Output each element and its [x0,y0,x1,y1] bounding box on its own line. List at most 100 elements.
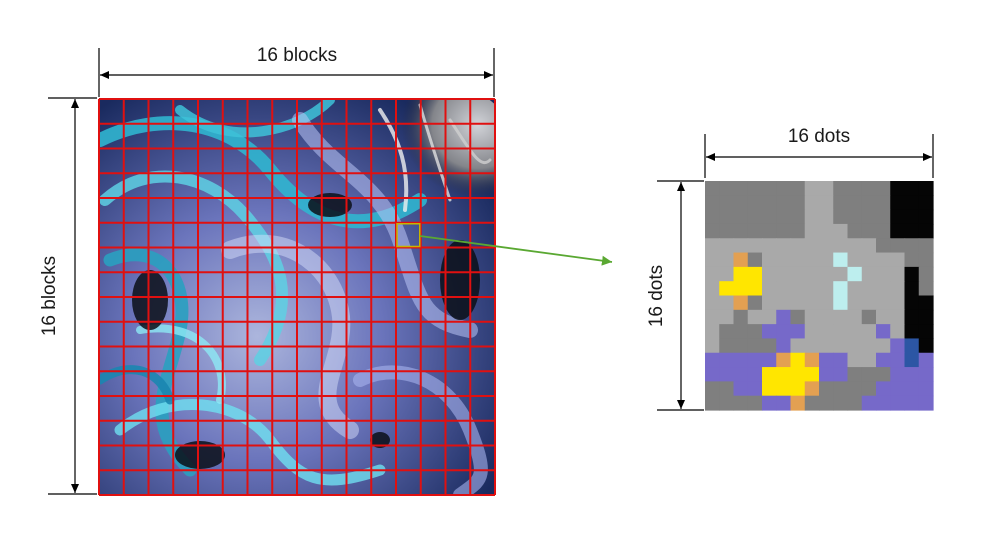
zoom-dot [719,252,735,268]
zoom-dot [847,209,863,225]
zoom-dot [705,395,720,411]
zoom-dot [861,295,877,311]
zoom-dot [819,181,834,196]
zoom-dot [804,181,820,196]
zoom-dot [733,281,749,297]
zoom-dot [861,223,877,239]
zoom-dot [890,295,906,311]
zoom-dot [747,266,763,282]
zoom-dot [733,181,749,196]
zoom-dot [847,252,863,268]
zoom-dot [790,281,806,297]
zoom-dot [918,352,934,368]
zoom-dot [790,309,806,325]
zoom-dot [890,181,906,196]
main-width-dimension [98,48,495,97]
zoom-dot [705,195,720,211]
zoom-dot [804,338,820,354]
zoom-dot [918,281,934,297]
zoom-dot [733,209,749,225]
zoom-dot [833,209,849,225]
zoom-dot [833,281,849,297]
zoom-dot [847,195,863,211]
zoom-dot [747,295,763,311]
zoom-dot [705,181,720,196]
zoom-dot [719,352,735,368]
zoom-arrow [419,235,613,266]
zoom-dot [705,338,720,354]
zoom-dot [733,367,749,382]
zoom-dot [890,281,906,297]
zoom-dot [819,195,834,211]
zoom-dot [890,195,906,211]
zoom-dot [719,367,735,382]
zoom-dot [890,309,906,325]
zoom-dot [904,367,920,382]
zoom-dot [918,395,934,411]
zoom-dot [776,309,792,325]
zoom-dot [819,309,834,325]
zoom-dot [776,352,792,368]
zoom-dot [918,209,934,225]
zoom-dot [705,252,720,268]
zoom-dot [833,395,849,411]
zoom-dot [918,324,934,340]
zoom-dot [819,252,834,268]
zoom-dot [833,381,849,397]
zoom-dot [819,324,834,340]
zoom-dot [918,309,934,325]
zoom-dot [918,181,934,196]
zoom-dot [918,238,934,254]
zoom-dot [733,352,749,368]
zoom-dot [776,223,792,239]
zoom-dot [890,352,906,368]
zoom-dot [804,209,820,225]
zoom-dot [705,381,720,397]
zoom-dot [804,324,820,340]
zoom-dot [762,223,777,239]
zoom-dot [833,181,849,196]
zoom-dot [890,395,906,411]
zoom-dot [776,238,792,254]
zoom-dot [733,395,749,411]
zoom-dot [819,223,834,239]
zoom-dot [847,338,863,354]
zoom-dot [904,209,920,225]
zoom-dot [719,338,735,354]
zoom-dot [847,395,863,411]
main-height-dimension [48,97,97,495]
block-grid [98,98,496,496]
zoom-dot [747,181,763,196]
main-width-label: 16 blocks [257,45,337,66]
zoom-dot [790,324,806,340]
zoom-dot [847,367,863,382]
zoom-dot [819,266,834,282]
zoom-dot [804,309,820,325]
zoom-dot [790,338,806,354]
zoom-dot [861,367,877,382]
zoom-dot [833,266,849,282]
zoom-dot [890,324,906,340]
zoom-dot [861,281,877,297]
zoom-dot [833,252,849,268]
zoom-dot [705,367,720,382]
zoom-dot [747,238,763,254]
zoom-dot [861,252,877,268]
zoom-dot [776,195,792,211]
zoom-dot [790,266,806,282]
zoom-dot [762,338,777,354]
zoom-dot [819,338,834,354]
zoom-dot [719,266,735,282]
zoom-dot [719,309,735,325]
zoom-dot [733,295,749,311]
zoom-dot [833,195,849,211]
zoom-dot [804,381,820,397]
zoom-dot [861,195,877,211]
zoom-dot [747,209,763,225]
zoom-dot [776,367,792,382]
zoom-dot [790,223,806,239]
zoom-dot [776,324,792,340]
zoom-dot [876,352,891,368]
zoom-dot [876,281,891,297]
zoom-dot [833,324,849,340]
